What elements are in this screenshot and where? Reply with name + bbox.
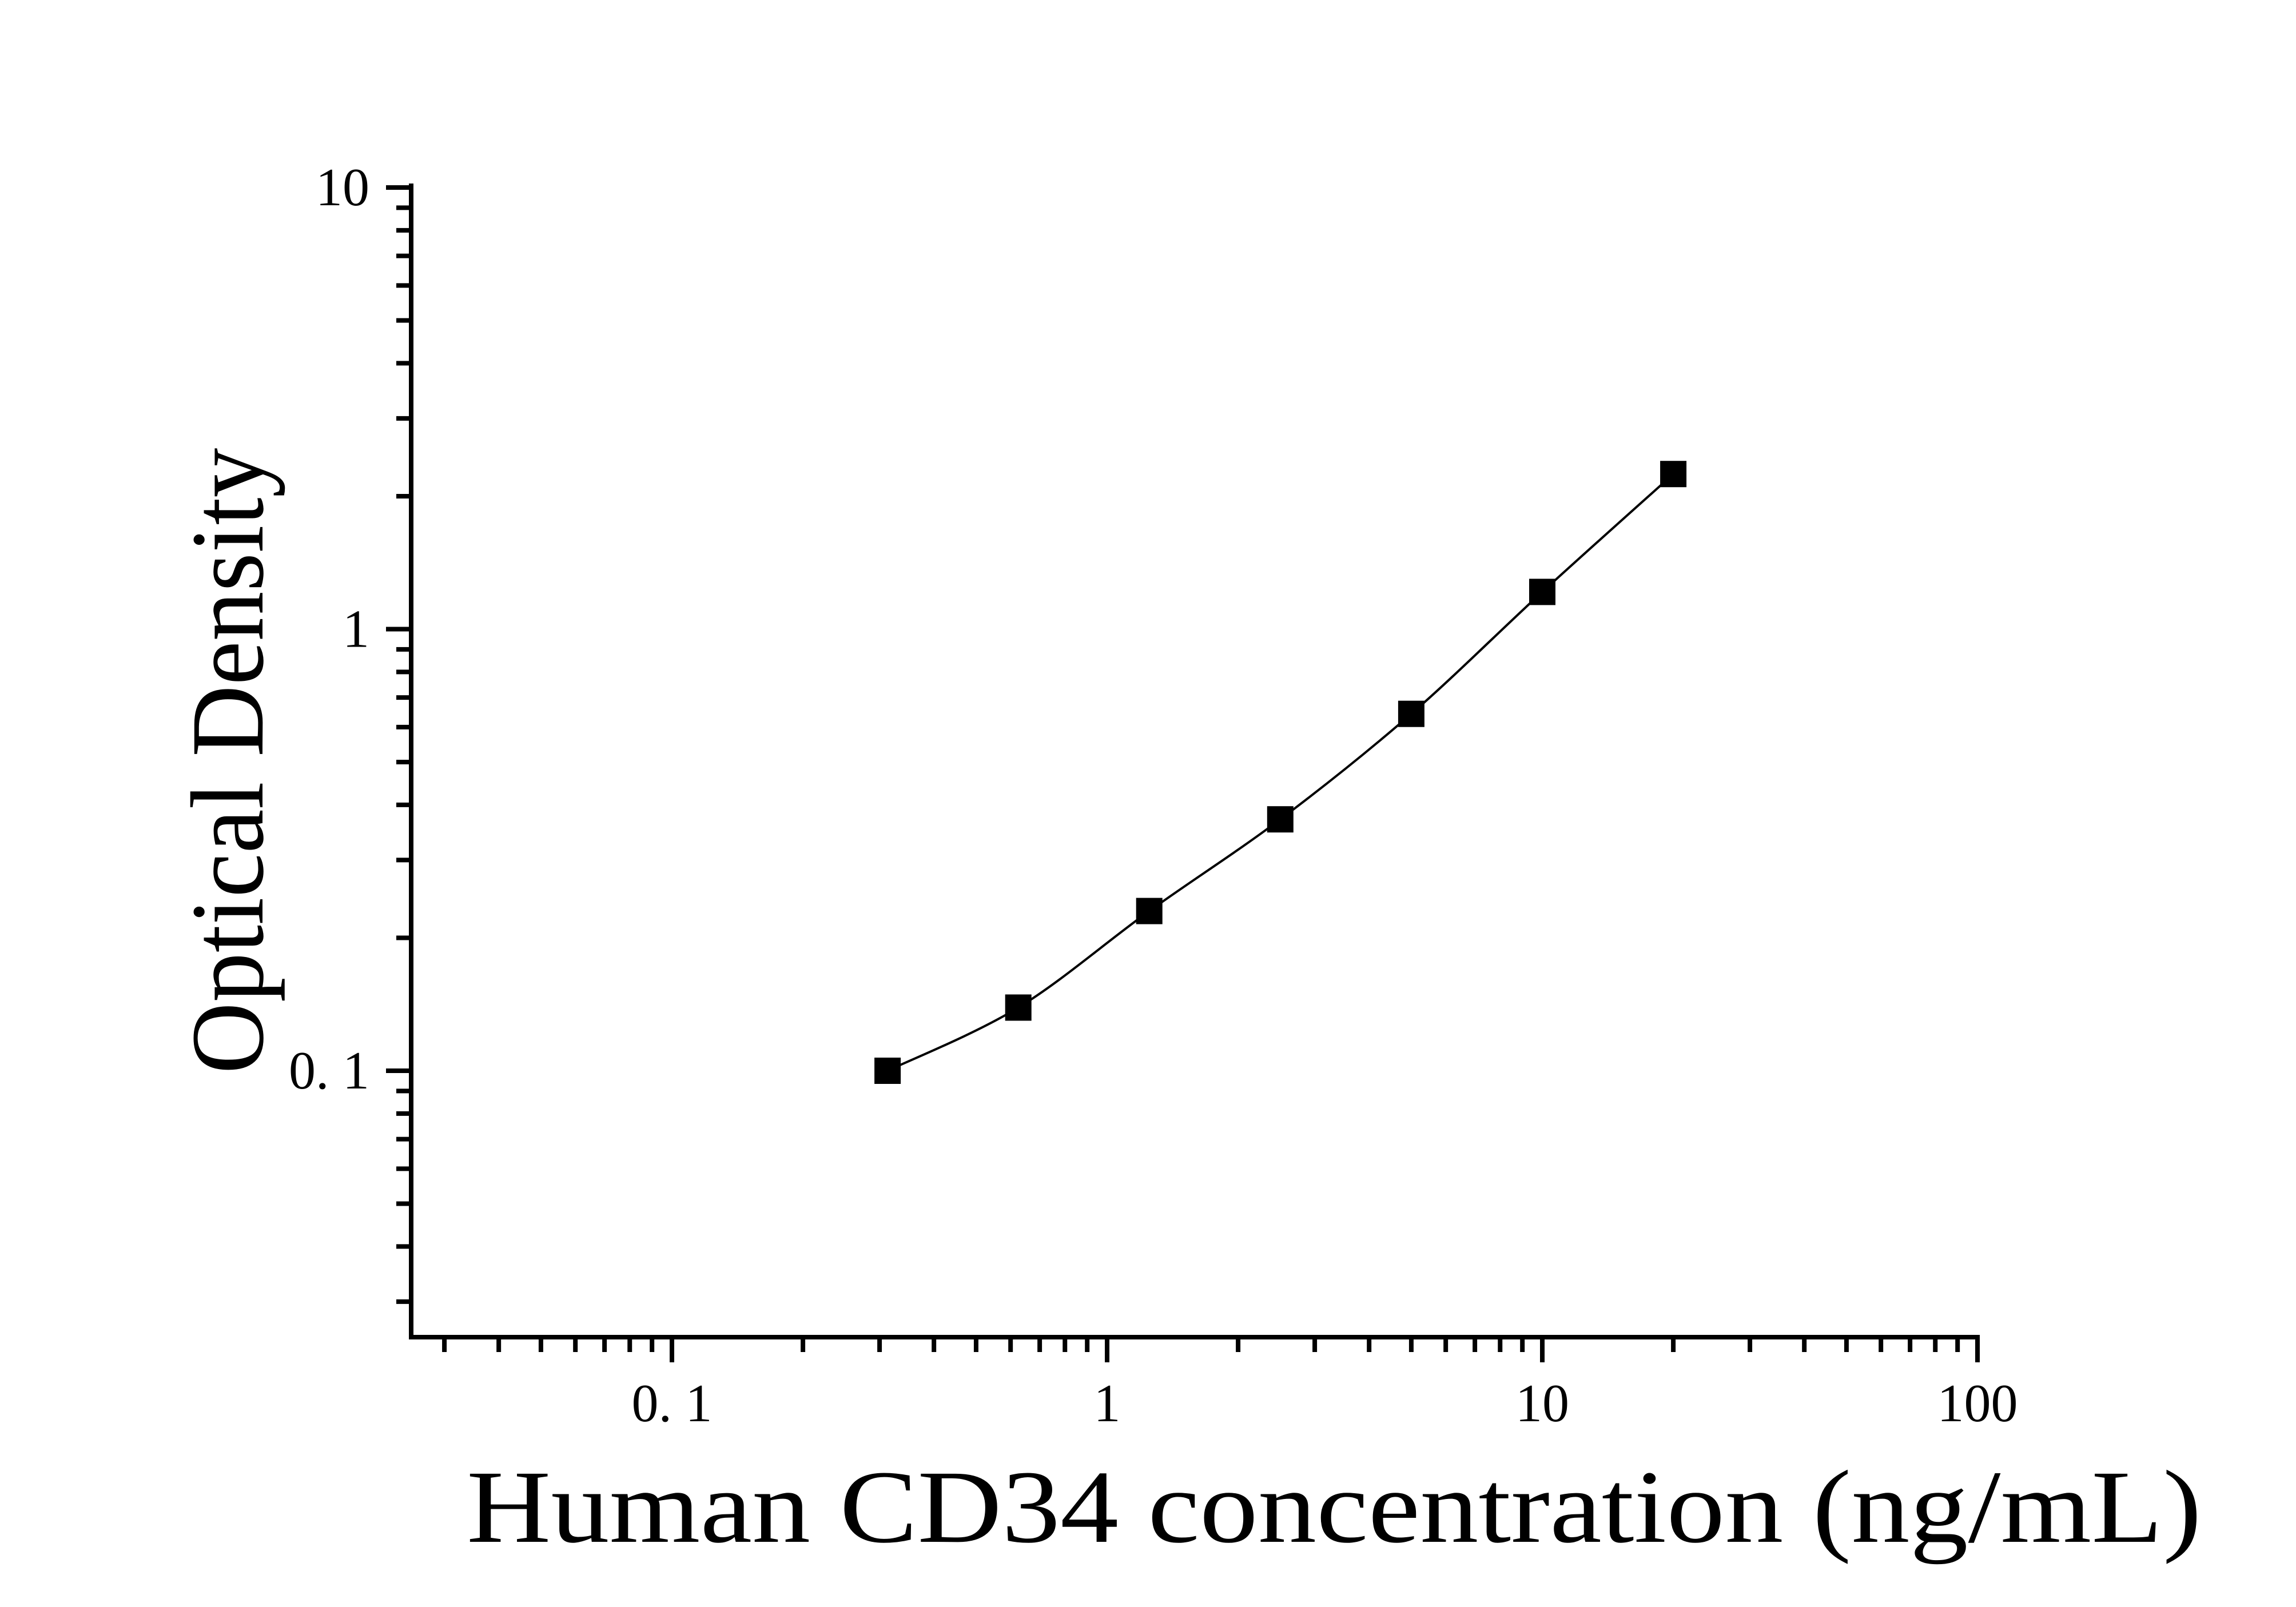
x-axis-tick-label: 100 <box>1937 1374 2018 1433</box>
x-axis-tick-label: 1 <box>1094 1374 1121 1433</box>
data-series <box>874 461 1687 1084</box>
axis-spine <box>409 184 1980 1339</box>
y-axis-tick-label: 0. 1 <box>289 1041 369 1100</box>
data-point-marker <box>1005 994 1032 1021</box>
y-axis-title: Optical Density <box>170 448 285 1074</box>
y-axis-tick-label: 1 <box>343 600 369 659</box>
x-axis-tick-label: 10 <box>1515 1374 1569 1433</box>
data-point-marker <box>874 1058 901 1084</box>
tick-labels: 0. 1 1 10 100 0. 1 1 10 <box>289 158 2018 1433</box>
x-axis-tick-label: 0. 1 <box>632 1374 713 1433</box>
data-point-marker <box>1529 579 1555 605</box>
axes <box>409 184 1980 1339</box>
data-point-marker <box>1660 461 1687 488</box>
data-point-marker <box>1136 898 1163 924</box>
x-axis-title: Human CD34 concentration (ng/mL) <box>467 1450 2202 1565</box>
standard-curve-line <box>887 473 1674 1072</box>
y-axis-tick-label: 10 <box>316 158 369 217</box>
axis-ticks <box>386 185 1980 1362</box>
data-point-marker <box>1267 806 1294 833</box>
data-point-marker <box>1398 700 1424 727</box>
axis-titles: Human CD34 concentration (ng/mL) Optical… <box>170 448 2202 1565</box>
